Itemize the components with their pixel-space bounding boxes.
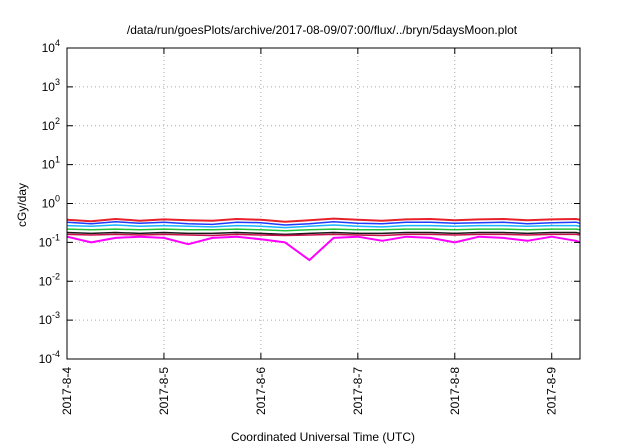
series-line-2: [66, 220, 581, 226]
x-tick-label: 2017-8-5: [157, 367, 171, 415]
y-tick-label: 104: [42, 38, 60, 55]
gridlines: [66, 48, 580, 359]
y-tick-label: 103: [42, 77, 60, 94]
y-tick-label: 10-4: [39, 349, 60, 366]
y-tick-label: 10-1: [39, 232, 60, 249]
x-tick-label: 2017-8-9: [545, 367, 559, 415]
x-tick-label: 2017-8-4: [60, 367, 74, 415]
series-line-5: [66, 231, 581, 236]
x-axis-label: Coordinated Universal Time (UTC): [231, 430, 415, 444]
y-tick-label: 10-3: [39, 310, 60, 327]
series-line-1: [66, 217, 581, 223]
y-tick-label: 101: [42, 155, 60, 172]
y-tick-label: 100: [42, 194, 60, 211]
x-tick-label: 2017-8-7: [351, 367, 365, 415]
x-tick-label: 2017-8-6: [254, 367, 268, 415]
series-line-6: [66, 233, 581, 237]
series-line-4: [66, 228, 581, 232]
x-tick-label: 2017-8-8: [448, 367, 462, 415]
data-series: [66, 217, 581, 262]
y-axis-label: cGy/day: [15, 183, 29, 227]
series-line-3: [66, 224, 581, 229]
series-line-7: [66, 235, 581, 262]
x-axis: 2017-8-4 2017-8-5 2017-8-6 2017-8-7 2017-8-8…: [60, 48, 559, 415]
chart-title: /data/run/goesPlots/archive/2017-08-09/0…: [127, 23, 518, 37]
y-tick-label: 10-2: [39, 271, 60, 288]
y-tick-label: 102: [42, 116, 60, 133]
